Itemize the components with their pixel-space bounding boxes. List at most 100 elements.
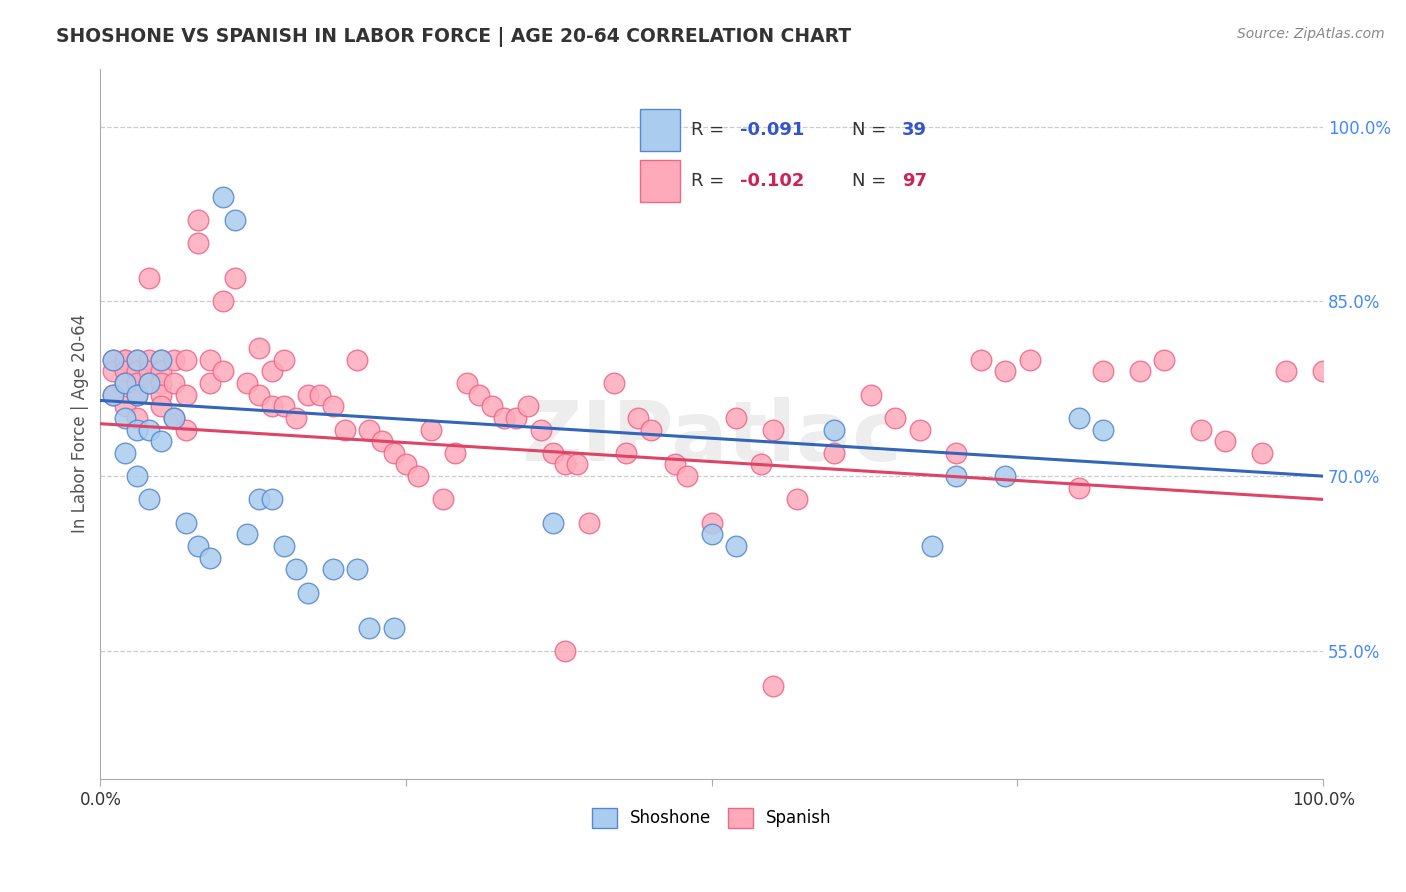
- Point: [174, 387, 197, 401]
- Text: Source: ZipAtlas.com: Source: ZipAtlas.com: [1237, 27, 1385, 41]
- Point: [273, 539, 295, 553]
- Point: [1153, 352, 1175, 367]
- Point: [297, 387, 319, 401]
- Point: [444, 446, 467, 460]
- Point: [125, 469, 148, 483]
- Point: [725, 539, 748, 553]
- Point: [260, 399, 283, 413]
- Point: [1275, 364, 1298, 378]
- Point: [492, 410, 515, 425]
- Point: [211, 364, 233, 378]
- Point: [236, 376, 259, 390]
- Point: [138, 492, 160, 507]
- Point: [125, 410, 148, 425]
- Y-axis label: In Labor Force | Age 20-64: In Labor Force | Age 20-64: [72, 314, 89, 533]
- Point: [541, 516, 564, 530]
- Point: [664, 458, 686, 472]
- Point: [125, 352, 148, 367]
- Point: [101, 352, 124, 367]
- Point: [174, 516, 197, 530]
- Point: [187, 213, 209, 227]
- Point: [382, 446, 405, 460]
- Point: [101, 387, 124, 401]
- Point: [432, 492, 454, 507]
- Point: [395, 458, 418, 472]
- Point: [260, 364, 283, 378]
- Point: [200, 376, 222, 390]
- Point: [762, 423, 785, 437]
- Point: [406, 469, 429, 483]
- Point: [187, 236, 209, 251]
- Point: [346, 562, 368, 576]
- Point: [884, 410, 907, 425]
- Point: [1067, 481, 1090, 495]
- Point: [1092, 423, 1115, 437]
- Point: [273, 399, 295, 413]
- Point: [567, 458, 589, 472]
- Point: [260, 492, 283, 507]
- Point: [138, 376, 160, 390]
- Point: [725, 410, 748, 425]
- Point: [150, 399, 173, 413]
- Point: [578, 516, 600, 530]
- Point: [359, 423, 381, 437]
- Point: [297, 585, 319, 599]
- Point: [1251, 446, 1274, 460]
- Point: [603, 376, 626, 390]
- Point: [101, 352, 124, 367]
- Point: [1092, 364, 1115, 378]
- Point: [114, 399, 136, 413]
- Legend: Shoshone, Spanish: Shoshone, Spanish: [585, 801, 838, 835]
- Point: [322, 399, 344, 413]
- Point: [359, 620, 381, 634]
- Point: [468, 387, 491, 401]
- Point: [994, 469, 1017, 483]
- Point: [505, 410, 527, 425]
- Point: [273, 352, 295, 367]
- Point: [908, 423, 931, 437]
- Point: [970, 352, 993, 367]
- Point: [1129, 364, 1152, 378]
- Point: [114, 376, 136, 390]
- Point: [150, 434, 173, 449]
- Point: [1018, 352, 1040, 367]
- Point: [114, 376, 136, 390]
- Point: [125, 387, 148, 401]
- Point: [138, 352, 160, 367]
- Point: [1189, 423, 1212, 437]
- Point: [101, 364, 124, 378]
- Point: [163, 376, 186, 390]
- Point: [247, 341, 270, 355]
- Point: [481, 399, 503, 413]
- Point: [309, 387, 332, 401]
- Point: [150, 352, 173, 367]
- Point: [285, 410, 308, 425]
- Point: [346, 352, 368, 367]
- Point: [823, 446, 845, 460]
- Point: [163, 410, 186, 425]
- Point: [138, 271, 160, 285]
- Point: [150, 352, 173, 367]
- Point: [150, 387, 173, 401]
- Point: [823, 423, 845, 437]
- Point: [700, 527, 723, 541]
- Point: [640, 423, 662, 437]
- Point: [114, 410, 136, 425]
- Point: [322, 562, 344, 576]
- Point: [1067, 410, 1090, 425]
- Point: [101, 387, 124, 401]
- Point: [541, 446, 564, 460]
- Text: ZIPatlас: ZIPatlас: [522, 398, 903, 478]
- Point: [554, 644, 576, 658]
- Point: [114, 446, 136, 460]
- Point: [762, 679, 785, 693]
- Point: [859, 387, 882, 401]
- Point: [786, 492, 808, 507]
- Point: [285, 562, 308, 576]
- Point: [138, 423, 160, 437]
- Point: [370, 434, 392, 449]
- Point: [333, 423, 356, 437]
- Point: [456, 376, 478, 390]
- Point: [174, 423, 197, 437]
- Point: [114, 352, 136, 367]
